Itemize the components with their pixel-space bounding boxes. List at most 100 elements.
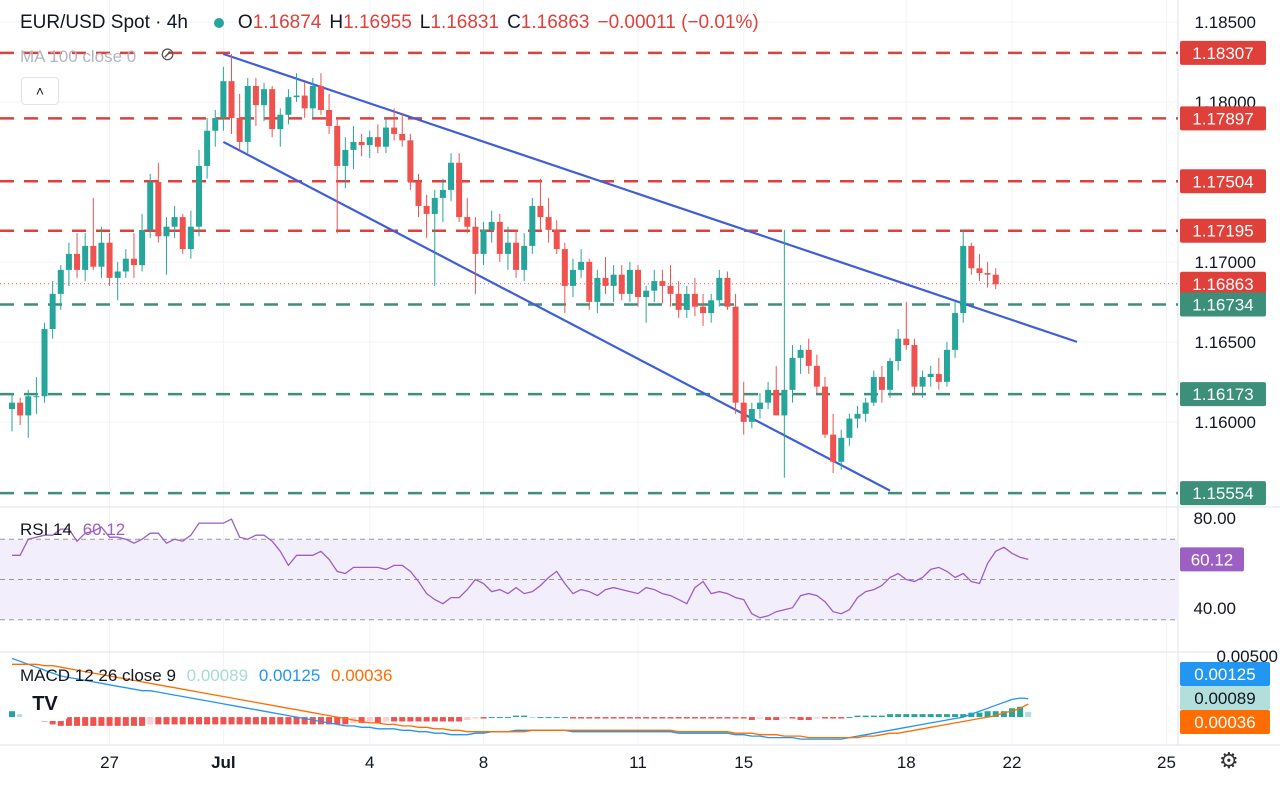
- candle-body: [895, 338, 902, 362]
- macd-histogram-bar: [374, 717, 381, 723]
- candles[interactable]: [9, 53, 999, 478]
- macd-histogram-bar: [334, 717, 341, 725]
- macd-histogram-bar: [317, 717, 324, 725]
- macd-histogram-bar: [586, 717, 593, 719]
- macd-histogram-bar: [472, 717, 479, 719]
- candle-body: [878, 377, 885, 390]
- macd-histogram-bar: [659, 717, 666, 719]
- signal-line: [12, 663, 1029, 739]
- price-tag-bg: [1180, 382, 1266, 407]
- trendlines[interactable]: [222, 52, 1078, 492]
- candle-body: [187, 226, 194, 250]
- rsi-pane[interactable]: [0, 518, 1178, 621]
- candle-body: [65, 253, 72, 270]
- price-tick-label: 1.16500: [1195, 333, 1256, 352]
- symbol-title[interactable]: EUR/USD Spot · 4h: [20, 12, 188, 33]
- macd-histogram-bar: [147, 717, 154, 725]
- candle-body: [98, 242, 105, 267]
- price-tag-bg: [1180, 169, 1266, 194]
- candle-body: [635, 269, 642, 298]
- candle-body: [326, 109, 333, 126]
- price-axis[interactable]: 1.185001.180001.170001.165001.160001.183…: [1180, 13, 1278, 734]
- candle-body: [195, 165, 202, 227]
- change-value: −0.00011 (−0.01%): [597, 12, 759, 33]
- candle-body: [334, 125, 341, 166]
- macd-histogram-bar: [187, 717, 194, 725]
- rsi-line: [12, 518, 1029, 619]
- macd-histogram-bar: [448, 717, 455, 722]
- macd-histogram-bar: [545, 717, 552, 719]
- time-tick-label: 27: [100, 753, 119, 772]
- rsi-label[interactable]: RSI 14 60.12: [20, 520, 125, 540]
- price-tag-bg: [1180, 271, 1266, 296]
- ma-indicator-label[interactable]: MA 100 close 0: [20, 47, 137, 66]
- macd-histogram-bar: [626, 717, 633, 719]
- macd-histogram-bar: [569, 717, 576, 719]
- candle-body: [504, 242, 511, 254]
- candle-body: [431, 197, 438, 214]
- macd-histogram-bar: [204, 717, 211, 725]
- candle-body: [952, 313, 959, 350]
- settings-gear-icon[interactable]: ⚙: [1219, 748, 1239, 773]
- macd-histogram-bar: [431, 717, 438, 722]
- macd-histogram-bar: [667, 717, 674, 719]
- candle-body: [179, 217, 186, 250]
- eye-hidden-icon[interactable]: ⊘: [160, 44, 176, 64]
- time-axis[interactable]: 27 Jul 4 8 11 15 18 22 25: [100, 753, 1176, 772]
- macd-histogram-bar: [781, 717, 788, 719]
- macd-histogram-bar: [822, 717, 828, 719]
- macd-histogram-bar: [171, 717, 178, 725]
- macd-histogram-bar: [293, 717, 300, 725]
- candle-body: [41, 329, 48, 397]
- candle-body: [724, 277, 731, 307]
- price-tick-label: 1.18500: [1195, 13, 1256, 32]
- candle-body: [830, 434, 837, 462]
- macd-histogram-bar: [740, 717, 747, 719]
- macd-histogram-bar: [724, 717, 731, 719]
- candle-body: [683, 293, 690, 310]
- macd-histogram-bar: [220, 717, 227, 725]
- price-tag-label: 1.18307: [1192, 44, 1253, 63]
- candle-body: [862, 402, 869, 414]
- candle-body: [732, 306, 739, 403]
- time-tick-label: 18: [897, 753, 916, 772]
- macd-histogram-bar: [830, 717, 837, 719]
- macd-histogram-bar: [813, 717, 820, 719]
- market-status-dot: [213, 18, 224, 28]
- rsi-tick-label: 40.00: [1193, 599, 1236, 618]
- price-tag-label: 1.15554: [1192, 484, 1253, 503]
- macd-histogram-bar: [643, 717, 650, 719]
- macd-histogram-bar: [773, 717, 780, 720]
- macd-histogram-bar: [252, 717, 259, 725]
- macd-histogram-bar: [366, 717, 373, 722]
- candle-body: [74, 253, 81, 270]
- macd-histogram-bar: [309, 717, 316, 725]
- macd-line: [11, 657, 1029, 740]
- macd-histogram-bar: [163, 717, 170, 725]
- macd-histogram-bar: [521, 715, 528, 718]
- price-tag-bg: [1180, 106, 1266, 131]
- macd-histogram-bar: [903, 714, 910, 718]
- candle-body: [252, 85, 259, 106]
- macd-histogram-bar: [960, 714, 967, 718]
- macd-histogram-bar: [594, 717, 601, 719]
- tradingview-logo[interactable]: TV: [22, 687, 68, 721]
- macd-histogram-bar: [244, 717, 251, 725]
- candle-body: [25, 396, 32, 416]
- candle-body: [374, 137, 381, 147]
- candle-body: [992, 274, 999, 285]
- collapse-indicators-button[interactable]: ˄: [21, 77, 59, 105]
- macd-label[interactable]: MACD 12 26 close 9 0.00089 0.00125 0.000…: [20, 666, 392, 686]
- price-tag-label: 1.16173: [1192, 385, 1253, 404]
- candle-body: [561, 249, 568, 286]
- macd-tag-bg: [1180, 686, 1270, 710]
- candle-body: [147, 181, 154, 230]
- candle-body: [919, 377, 926, 387]
- macd-tick-label: 0.00500: [1217, 647, 1278, 666]
- macd-histogram-bar: [862, 715, 869, 718]
- candle-body: [765, 389, 772, 403]
- candle-body: [578, 261, 585, 270]
- candle-body: [887, 361, 894, 390]
- candle-body: [667, 285, 674, 294]
